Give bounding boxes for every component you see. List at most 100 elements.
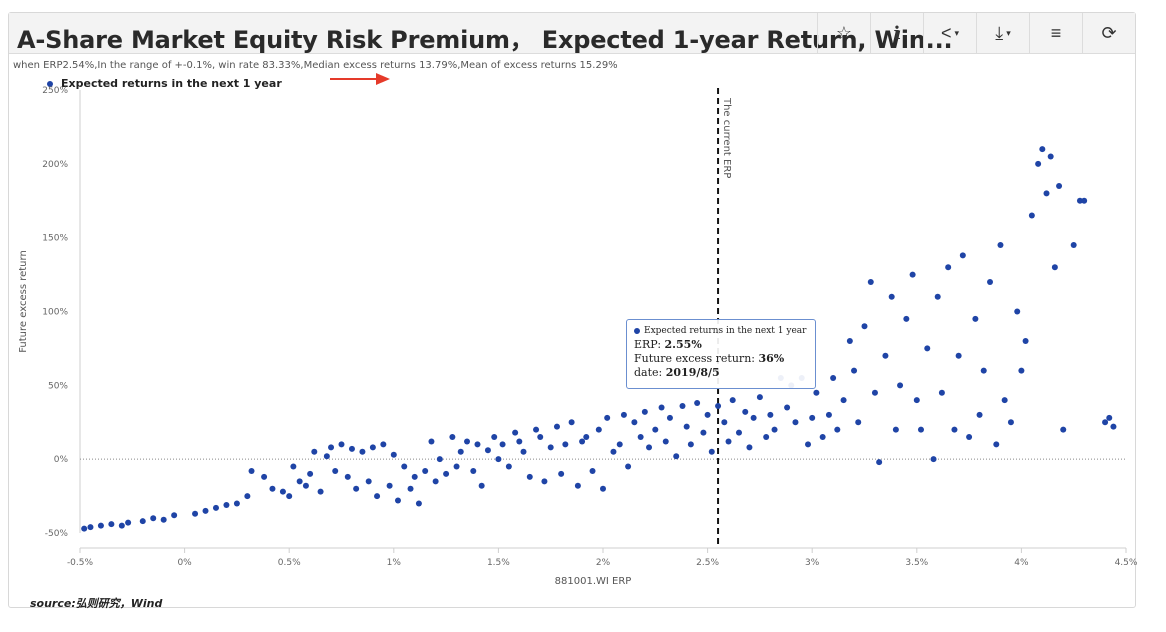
tooltip-date-label: date: xyxy=(634,366,666,379)
data-point xyxy=(746,444,753,451)
y-tick-label: -50% xyxy=(45,529,69,539)
data-point xyxy=(432,478,439,485)
data-point xyxy=(867,278,874,285)
annotation-arrow-head xyxy=(376,73,390,85)
data-point xyxy=(666,414,673,421)
toolbar: ☆ i < ▾ ⤓ ▾ ≡ ⟳ xyxy=(817,13,1135,53)
data-point xyxy=(307,470,314,477)
data-point xyxy=(401,463,408,470)
data-point xyxy=(526,473,533,480)
data-point xyxy=(735,429,742,436)
tooltip-date-value: 2019/8/5 xyxy=(665,366,720,379)
legend-item[interactable]: Expected returns in the next 1 year xyxy=(47,77,282,90)
data-point xyxy=(756,394,763,401)
data-point xyxy=(945,264,952,271)
data-point xyxy=(834,426,841,433)
x-tick-label: 2% xyxy=(596,558,611,568)
data-point xyxy=(1035,160,1042,167)
data-point xyxy=(861,323,868,330)
data-point xyxy=(784,404,791,411)
settings-button[interactable]: ≡ xyxy=(1029,13,1082,53)
data-point xyxy=(568,419,575,426)
data-point xyxy=(1102,419,1109,426)
data-point xyxy=(917,426,924,433)
data-point xyxy=(233,500,240,507)
x-tick-label: 0% xyxy=(177,558,192,568)
data-point xyxy=(248,467,255,474)
tooltip-return-label: Future excess return: xyxy=(634,352,759,365)
star-outline-icon: ☆ xyxy=(835,22,853,43)
data-point xyxy=(715,403,722,410)
data-point xyxy=(876,459,883,466)
refresh-button[interactable]: ⟳ xyxy=(1082,13,1135,53)
data-point xyxy=(553,423,560,430)
x-tick-label: 2.5% xyxy=(696,558,719,568)
data-point xyxy=(464,438,471,445)
data-point xyxy=(1047,153,1054,160)
chart-panel: A-Share Market Equity Risk Premium， Expe… xyxy=(8,12,1136,608)
data-point xyxy=(694,400,701,407)
current-erp-label: The current ERP xyxy=(721,97,732,178)
data-point xyxy=(311,448,318,455)
data-point xyxy=(512,429,519,436)
x-tick-label: 4% xyxy=(1014,558,1029,568)
data-point xyxy=(993,441,1000,448)
data-point xyxy=(813,389,820,396)
data-point xyxy=(930,456,937,463)
data-point xyxy=(290,463,297,470)
data-point xyxy=(160,516,167,523)
data-point xyxy=(520,448,527,455)
data-point xyxy=(449,434,456,441)
data-point xyxy=(558,470,565,477)
legend-label: Expected returns in the next 1 year xyxy=(61,77,282,90)
data-point xyxy=(499,441,506,448)
data-point xyxy=(830,374,837,381)
data-point xyxy=(721,419,728,426)
data-point xyxy=(1110,423,1117,430)
data-point xyxy=(897,382,904,389)
data-point xyxy=(574,482,581,489)
data-point xyxy=(1028,212,1035,219)
data-point xyxy=(118,522,125,529)
data-point xyxy=(805,441,812,448)
data-point xyxy=(474,441,481,448)
data-point xyxy=(771,426,778,433)
tooltip-marker xyxy=(634,328,640,334)
download-button[interactable]: ⤓ ▾ xyxy=(976,13,1029,53)
share-icon: < xyxy=(940,22,952,43)
data-point xyxy=(913,397,920,404)
data-point xyxy=(792,419,799,426)
data-point xyxy=(855,419,862,426)
data-point xyxy=(610,448,617,455)
data-point xyxy=(353,485,360,492)
data-point xyxy=(443,470,450,477)
data-point xyxy=(579,438,586,445)
data-point xyxy=(541,478,548,485)
data-point xyxy=(365,478,372,485)
data-point xyxy=(484,447,491,454)
data-point xyxy=(1043,190,1050,197)
data-point xyxy=(750,414,757,421)
info-button[interactable]: i xyxy=(870,13,923,53)
x-tick-label: 0.5% xyxy=(278,558,301,568)
x-tick-label: 1.5% xyxy=(487,558,510,568)
data-point xyxy=(641,408,648,415)
data-point xyxy=(150,515,157,522)
data-point xyxy=(888,293,895,300)
data-point xyxy=(87,524,94,531)
share-button[interactable]: < ▾ xyxy=(923,13,976,53)
legend-marker xyxy=(47,80,53,87)
favorite-button[interactable]: ☆ xyxy=(817,13,870,53)
data-point xyxy=(1022,338,1029,345)
data-point xyxy=(269,485,276,492)
data-point xyxy=(279,488,286,495)
data-point xyxy=(547,444,554,451)
data-point xyxy=(903,315,910,322)
data-point xyxy=(212,504,219,511)
data-point xyxy=(332,467,339,474)
data-point xyxy=(562,441,569,448)
data-point xyxy=(997,242,1004,249)
data-point xyxy=(328,444,335,451)
data-point xyxy=(955,352,962,359)
y-tick-label: 0% xyxy=(54,455,69,465)
